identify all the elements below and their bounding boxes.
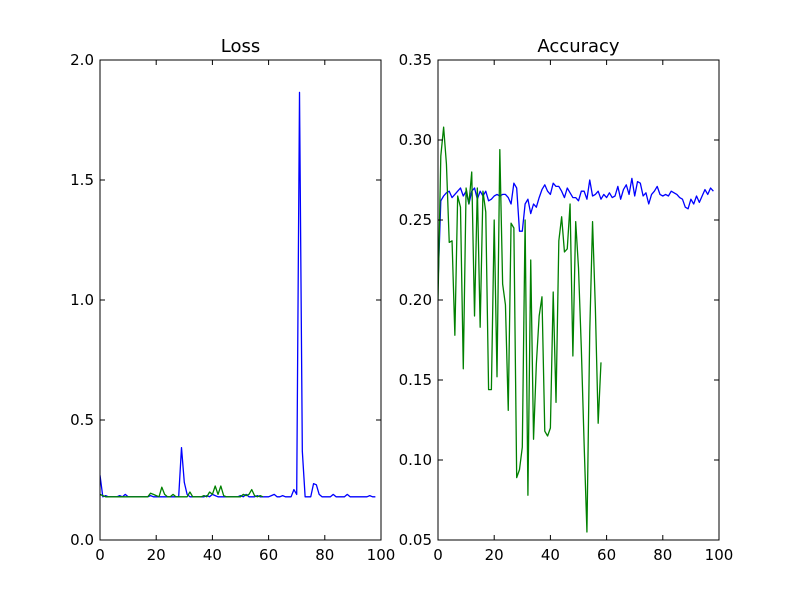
x-tick-label: 100 xyxy=(705,546,734,564)
subplot-1: Loss 0 20 40 60 80 100 0.0 0.5 1.0 1.5 2.0 xyxy=(70,36,395,564)
y-tick-label: 0.15 xyxy=(399,371,432,389)
x-tick-label: 0 xyxy=(433,546,443,564)
y-tick-label: 0.05 xyxy=(399,531,432,549)
series-line-1 xyxy=(100,91,376,498)
subplot-title: Loss xyxy=(221,36,260,57)
y-tick-label: 0.5 xyxy=(70,411,94,429)
y-tick-label: 0.0 xyxy=(70,531,94,549)
y-tick-label: 0.30 xyxy=(399,131,432,149)
x-tick-label: 40 xyxy=(541,546,560,564)
x-tick-label: 20 xyxy=(485,546,504,564)
y-tick-label: 0.20 xyxy=(399,291,432,309)
series-line-2 xyxy=(100,485,264,498)
x-tick-label: 80 xyxy=(653,546,672,564)
x-tick-label: 60 xyxy=(259,546,278,564)
y-tick-label: 1.0 xyxy=(70,291,94,309)
subplot-2: Accuracy 0 20 40 60 80 100 0.05 0.10 0.15 0.20 0.25… xyxy=(399,36,734,564)
x-tick-label: 60 xyxy=(597,546,616,564)
y-tick-label: 0.35 xyxy=(399,51,432,69)
axes-frame xyxy=(99,59,382,541)
x-tick-label: 20 xyxy=(147,546,166,564)
y-tick-label: 1.5 xyxy=(70,171,94,189)
subplot-title: Accuracy xyxy=(537,36,620,57)
x-tick-label: 40 xyxy=(203,546,222,564)
x-tick-label: 0 xyxy=(95,546,105,564)
x-tick-label: 100 xyxy=(367,546,396,564)
y-tick-label: 0.10 xyxy=(399,451,432,469)
x-tick-label: 80 xyxy=(315,546,334,564)
y-tick-label: 2.0 xyxy=(70,51,94,69)
y-tick-label: 0.25 xyxy=(399,211,432,229)
series-line-2 xyxy=(438,126,602,533)
